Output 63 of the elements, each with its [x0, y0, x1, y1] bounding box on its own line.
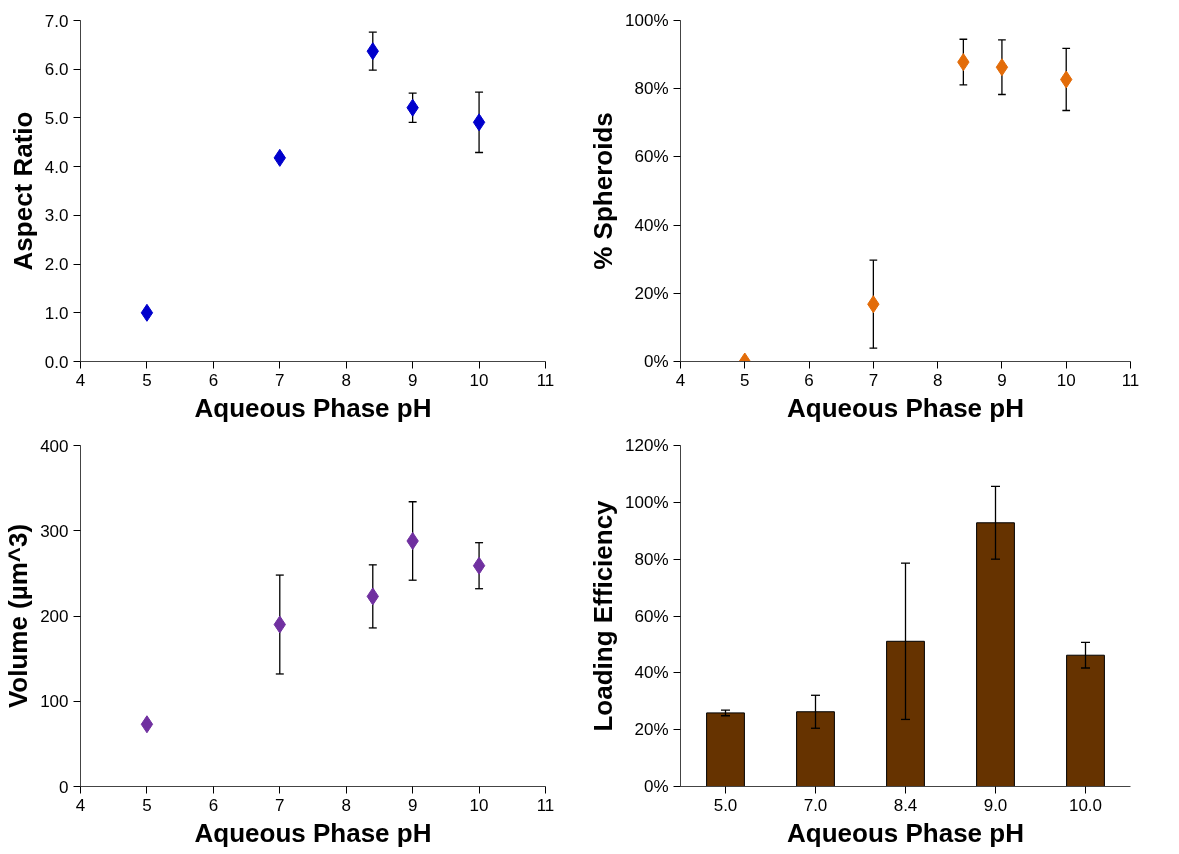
x-tick-label: 5.0 — [713, 795, 738, 815]
y-tick-label: 3.0 — [44, 206, 69, 226]
x-tick-label: 9 — [997, 370, 1007, 390]
x-tick-label: 10 — [469, 795, 489, 815]
x-tick-label: 8 — [341, 795, 351, 815]
x-tick-label: 4 — [75, 370, 86, 390]
y-tick-label: 4.0 — [44, 157, 69, 177]
x-tick-label: 6 — [208, 370, 219, 390]
y-tick-label: 0.0 — [44, 352, 69, 372]
y-tick-label: 100% — [625, 492, 669, 512]
x-axis-title: Aqueous Phase pH — [194, 392, 432, 423]
y-tick-label: 0% — [643, 352, 669, 371]
y-tick-label: 40% — [634, 663, 669, 683]
x-tick-label: 8 — [932, 370, 943, 390]
y-tick-label: 20% — [634, 720, 669, 740]
x-tick-label: 7 — [275, 370, 285, 390]
y-tick-label: 5.0 — [44, 108, 69, 128]
x-tick-label: 9 — [407, 370, 418, 390]
y-tick-label: 60% — [634, 606, 669, 626]
x-axis-title: Aqueous Phase pH — [787, 392, 1024, 423]
y-tick-label: 0% — [643, 777, 669, 796]
y-tick-label: 80% — [634, 79, 669, 99]
y-tick-label: 1.0 — [44, 303, 69, 323]
x-tick-label: 9.0 — [983, 795, 1008, 815]
x-tick-label: 10 — [469, 370, 489, 390]
x-tick-label: 8 — [341, 370, 351, 390]
x-tick-label: 10.0 — [1068, 795, 1103, 815]
x-tick-label: 5 — [740, 370, 750, 390]
y-tick-label: 7.0 — [44, 11, 69, 31]
x-tick-label: 4 — [75, 795, 86, 815]
x-tick-label: 10 — [1056, 370, 1076, 390]
x-tick-label: 5 — [142, 795, 152, 815]
x-tick-label: 8.4 — [893, 795, 918, 815]
y-tick-label: 60% — [634, 147, 669, 167]
x-tick-label: 7 — [275, 795, 285, 815]
x-tick-label: 4 — [675, 370, 686, 390]
x-tick-label: 11 — [536, 370, 555, 390]
y-tick-label: 20% — [634, 283, 669, 303]
y-axis-title: Volume (µm^3) — [3, 523, 34, 709]
y-axis-title: Aspect Ratio — [7, 111, 38, 271]
y-tick-label: 400 — [40, 436, 69, 456]
y-tick-label: 100% — [625, 11, 669, 30]
x-tick-label: 6 — [804, 370, 814, 390]
y-axis-title: Loading Efficiency — [588, 499, 619, 732]
x-tick-label: 7.0 — [803, 795, 828, 815]
x-tick-label: 11 — [1121, 370, 1140, 390]
y-tick-label: 6.0 — [44, 60, 69, 80]
y-tick-label: 100 — [40, 692, 69, 712]
y-tick-label: 80% — [634, 549, 669, 569]
x-axis-title: Aqueous Phase pH — [194, 817, 432, 848]
x-axis-title: Aqueous Phase pH — [787, 817, 1024, 848]
x-tick-label: 11 — [536, 795, 555, 815]
y-tick-label: 120% — [625, 436, 669, 455]
y-tick-label: 2.0 — [44, 255, 69, 275]
y-tick-label: 0 — [59, 777, 69, 797]
y-tick-label: 300 — [40, 521, 69, 541]
x-tick-label: 7 — [868, 370, 879, 390]
y-axis-title: % Spheroids — [588, 112, 619, 270]
x-tick-label: 5 — [142, 370, 152, 390]
y-tick-label: 200 — [40, 607, 69, 626]
x-tick-label: 9 — [407, 795, 418, 815]
x-tick-label: 6 — [208, 795, 219, 815]
y-tick-label: 40% — [634, 215, 669, 235]
